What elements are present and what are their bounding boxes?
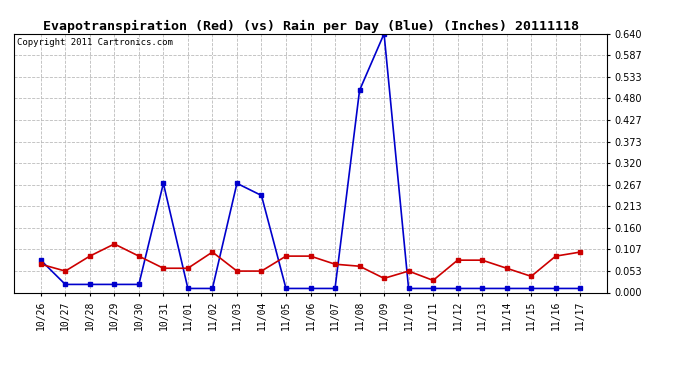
Text: Copyright 2011 Cartronics.com: Copyright 2011 Cartronics.com [17, 38, 172, 46]
Title: Evapotranspiration (Red) (vs) Rain per Day (Blue) (Inches) 20111118: Evapotranspiration (Red) (vs) Rain per D… [43, 20, 578, 33]
